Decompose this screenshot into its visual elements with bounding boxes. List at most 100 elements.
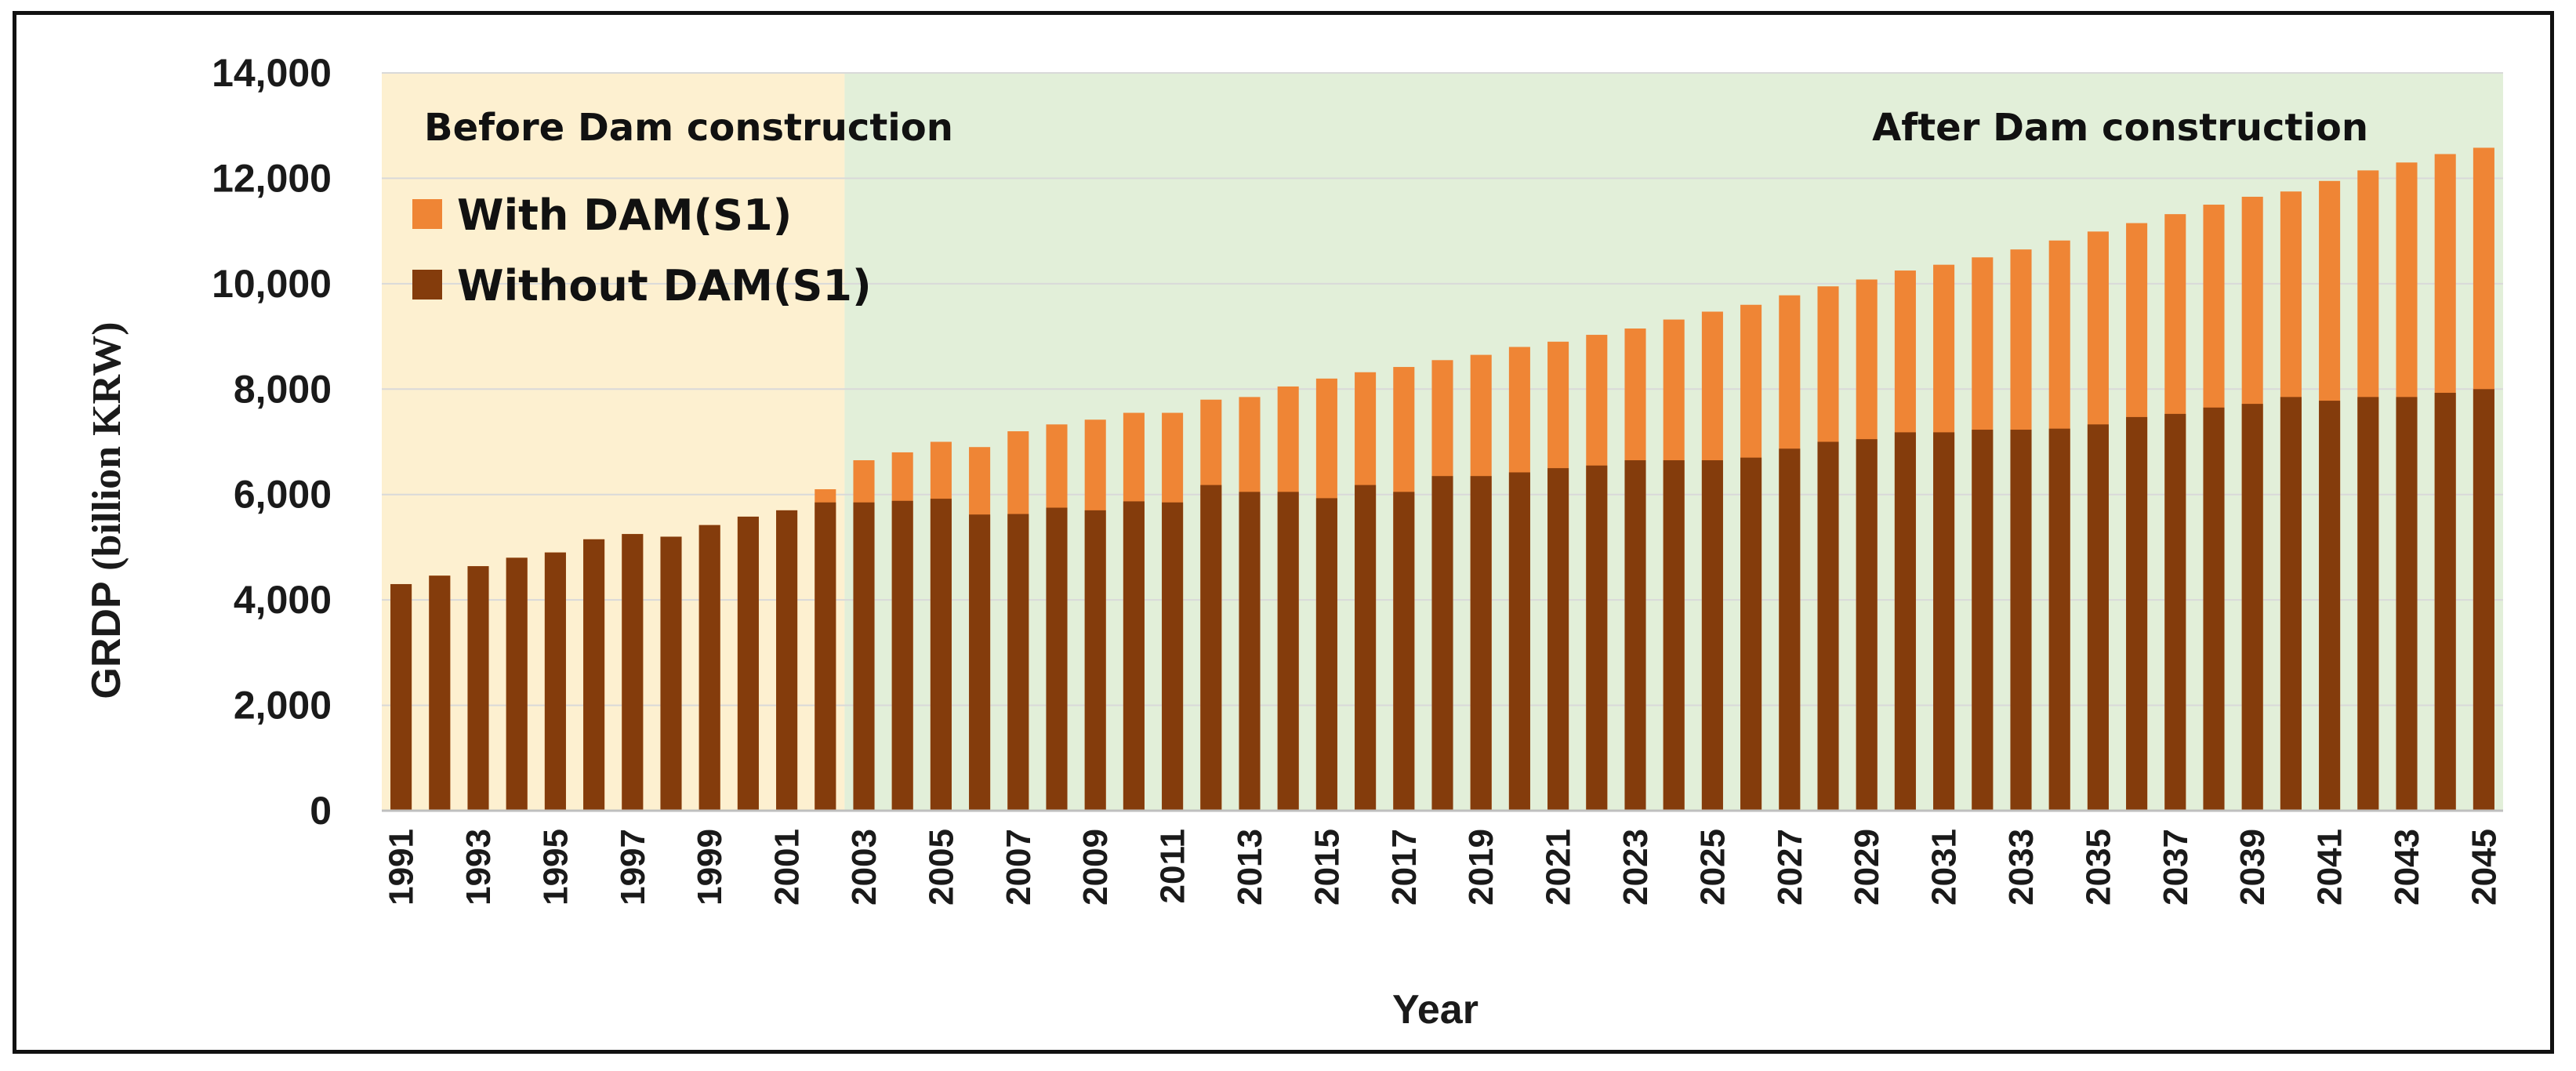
legend-swatch-with-dam (412, 199, 442, 229)
bar-without-dam-2038 (2203, 407, 2225, 811)
y-tick-label-12000: 12,000 (212, 156, 332, 200)
bar-without-dam-2002 (815, 502, 836, 811)
bar-without-dam-2039 (2241, 404, 2263, 811)
x-tick-label-2015: 2015 (1308, 829, 1346, 906)
bar-without-dam-2015 (1315, 498, 1337, 811)
region-labels: Before Dam construction After Dam constru… (424, 106, 2368, 150)
bar-without-dam-2016 (1355, 485, 1377, 811)
bar-without-dam-2024 (1663, 460, 1685, 811)
bar-without-dam-2032 (1972, 430, 1994, 811)
x-tick-labels: 1991 1993 1995 1997 1999 2001 2003 2005 2007 2009… (383, 829, 2504, 906)
bar-without-dam-2022 (1586, 465, 1608, 811)
x-tick-label-2035: 2035 (2079, 829, 2117, 906)
x-tick-label-1991: 1991 (383, 829, 421, 906)
x-tick-label-2013: 2013 (1231, 829, 1269, 906)
bar-without-dam-2036 (2126, 416, 2148, 811)
bar-without-dam-2025 (1701, 460, 1723, 811)
x-tick-label-2033: 2033 (2002, 829, 2041, 906)
bar-without-dam-2044 (2434, 392, 2456, 811)
bar-without-dam-2033 (2010, 430, 2032, 811)
bar-without-dam-2019 (1470, 476, 1492, 811)
legend: With DAM(S1) Without DAM(S1) (412, 191, 872, 310)
region-label-before: Before Dam construction (424, 106, 953, 150)
bar-without-dam-2005 (930, 499, 952, 811)
grdp-bar-chart: 02,0004,0006,0008,00010,00012,00014,000 … (84, 51, 2504, 1033)
region-label-after: After Dam construction (1872, 106, 2368, 150)
bar-without-dam-2012 (1200, 485, 1222, 811)
bar-without-dam-2034 (2048, 428, 2070, 811)
y-tick-label-8000: 8,000 (234, 367, 332, 411)
bar-without-dam-2011 (1162, 502, 1184, 811)
bar-without-dam-1992 (429, 575, 451, 811)
x-tick-label-2025: 2025 (1693, 829, 1732, 906)
bar-without-dam-2026 (1740, 457, 1762, 811)
y-tick-label-0: 0 (310, 789, 332, 833)
x-tick-label-2027: 2027 (1771, 829, 1809, 906)
bar-without-dam-2006 (969, 514, 991, 811)
bars (390, 147, 2494, 811)
bar-without-dam-2028 (1817, 441, 1839, 811)
bar-without-dam-2007 (1007, 514, 1029, 811)
bar-without-dam-2029 (1856, 439, 1878, 811)
bar-without-dam-2027 (1779, 448, 1801, 811)
y-tick-label-2000: 2,000 (234, 684, 332, 728)
x-tick-label-2007: 2007 (1000, 829, 1038, 906)
x-tick-label-2005: 2005 (922, 829, 960, 906)
y-tick-label-6000: 6,000 (234, 473, 332, 517)
y-tick-label-4000: 4,000 (234, 578, 332, 622)
y-tick-labels: 0 2,000 4,000 6,000 8,000 10,000 12,000 14,000 (212, 51, 332, 833)
bar-without-dam-2017 (1393, 492, 1415, 811)
x-tick-label-2003: 2003 (845, 829, 883, 906)
figure-frame: 0 2,000 4,000 6,000 8,000 10,000 12,000 14,000 … (13, 11, 2554, 1054)
x-tick-label-2011: 2011 (1154, 829, 1192, 903)
bar-without-dam-2018 (1431, 476, 1453, 811)
bar-without-dam-2023 (1624, 460, 1646, 811)
bar-without-dam-1998 (660, 536, 682, 811)
y-tick-label-10000: 10,000 (212, 262, 332, 306)
bar-without-dam-2020 (1508, 472, 1530, 811)
bar-without-dam-2021 (1547, 468, 1569, 811)
x-tick-label-2021: 2021 (1540, 829, 1578, 906)
bar-without-dam-2043 (2396, 397, 2418, 811)
x-tick-label-1997: 1997 (614, 829, 652, 906)
bar-without-dam-2013 (1239, 492, 1261, 811)
bar-without-dam-1995 (544, 552, 566, 811)
bar-without-dam-2041 (2319, 401, 2341, 811)
x-tick-label-2029: 2029 (1848, 829, 1886, 906)
bar-without-dam-1991 (390, 583, 412, 811)
bar-without-dam-2009 (1084, 510, 1106, 811)
x-tick-label-2001: 2001 (768, 829, 807, 906)
bar-without-dam-2035 (2087, 424, 2109, 811)
bar-without-dam-2004 (891, 500, 913, 811)
x-tick-label-1993: 1993 (459, 829, 498, 906)
x-tick-label-2031: 2031 (1925, 829, 1964, 906)
x-tick-label-2043: 2043 (2388, 829, 2426, 906)
bar-without-dam-1999 (698, 525, 720, 811)
x-tick-label-2017: 2017 (1385, 829, 1424, 906)
bar-without-dam-2010 (1123, 501, 1145, 811)
legend-label-without-dam: Without DAM(S1) (457, 261, 872, 310)
bar-without-dam-2008 (1046, 507, 1068, 811)
bar-without-dam-2037 (2164, 413, 2186, 811)
x-tick-label-2019: 2019 (1462, 829, 1500, 906)
x-tick-label-2045: 2045 (2465, 829, 2503, 906)
bar-without-dam-2001 (776, 510, 798, 811)
y-tick-label-14000: 14,000 (212, 51, 332, 95)
x-tick-label-2039: 2039 (2233, 829, 2272, 906)
x-tick-label-2037: 2037 (2157, 829, 2195, 906)
bar-without-dam-2042 (2357, 397, 2379, 811)
x-tick-label-1995: 1995 (536, 829, 575, 906)
bar-without-dam-2031 (1933, 432, 1955, 811)
legend-label-with-dam: With DAM(S1) (457, 191, 792, 240)
y-axis-title: GRDP (billion KRW) (84, 321, 129, 699)
x-axis-title: Year (1392, 987, 1478, 1033)
bar-without-dam-1993 (467, 566, 489, 811)
bar-without-dam-2045 (2473, 389, 2494, 811)
bar-without-dam-2000 (737, 516, 759, 811)
region-background-before (382, 73, 845, 811)
x-tick-label-2023: 2023 (1616, 829, 1655, 906)
bar-without-dam-2014 (1277, 492, 1299, 811)
bar-without-dam-1997 (622, 534, 644, 811)
y-axis-title-unit: (billion KRW) (85, 321, 129, 570)
bar-without-dam-2040 (2280, 397, 2302, 811)
